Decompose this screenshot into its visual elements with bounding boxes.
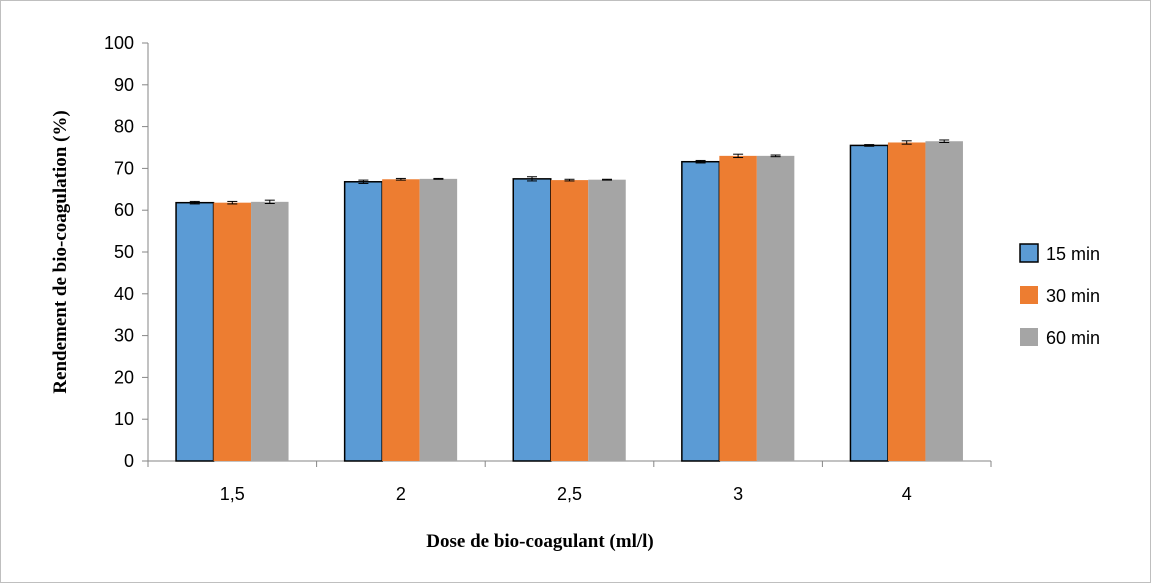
y-tick-label: 0: [124, 451, 134, 471]
legend: 15 min 30 min 60 min: [1019, 243, 1100, 348]
bar: [849, 144, 889, 462]
y-tick-label: 40: [114, 284, 134, 304]
bar: [251, 201, 289, 461]
x-tick-label: 2,5: [557, 484, 582, 504]
bar: [213, 202, 252, 461]
legend-swatch: [1020, 328, 1038, 346]
bar: [175, 201, 215, 462]
y-tick-label: 20: [114, 367, 134, 387]
y-tick-label: 100: [104, 33, 134, 53]
bar: [550, 180, 589, 461]
y-tick-label: 90: [114, 75, 134, 95]
x-axis: 1,5 2 2,5 3 4: [147, 460, 992, 504]
bar: [681, 160, 721, 462]
x-tick-label: 1,5: [220, 484, 245, 504]
bar: [512, 178, 552, 462]
x-axis-title: Dose de bio-coagulant (ml/l): [426, 531, 653, 552]
y-tick-label: 30: [114, 326, 134, 346]
bar: [925, 141, 963, 462]
bars: [175, 141, 963, 462]
legend-swatch: [1019, 243, 1039, 263]
y-tick-label: 70: [114, 158, 134, 178]
bar: [382, 179, 420, 461]
x-tick-label: 2: [396, 484, 406, 504]
legend-swatch: [1020, 286, 1038, 304]
legend-label: 30 min: [1046, 286, 1100, 306]
x-tick-label: 4: [902, 484, 912, 504]
bar: [756, 155, 795, 462]
legend-label: 15 min: [1046, 244, 1100, 264]
bar: [887, 142, 926, 461]
y-axis: 0 10 20 30 40 50 60 70 80 90 100: [104, 33, 149, 471]
x-tick-label: 3: [733, 484, 743, 504]
bar: [719, 155, 757, 462]
bar: [419, 178, 458, 461]
y-tick-label: 50: [114, 242, 134, 262]
y-tick-label: 80: [114, 117, 134, 137]
error-bars: [189, 139, 950, 205]
y-tick-label: 60: [114, 200, 134, 220]
bar: [343, 181, 383, 462]
y-axis-title: Rendement de bio-coagulation (%): [50, 110, 71, 393]
legend-label: 60 min: [1046, 328, 1100, 348]
y-tick-label: 10: [114, 409, 134, 429]
bar: [588, 179, 626, 461]
